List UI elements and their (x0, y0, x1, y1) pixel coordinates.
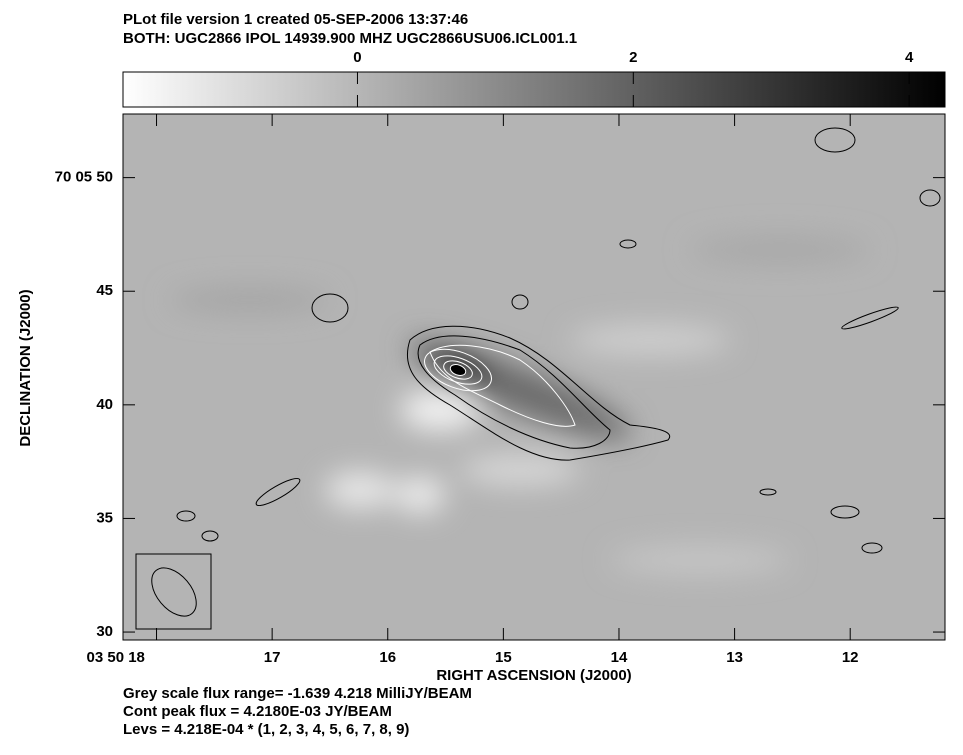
plot-frame (122, 113, 946, 641)
subtitle: BOTH: UGC2866 IPOL 14939.900 MHZ UGC2866… (123, 30, 577, 47)
note: Cont peak flux = 4.2180E-03 JY/BEAM (123, 703, 392, 720)
x-tick-label: 15 (495, 649, 512, 666)
y-tick-label: 35 (96, 509, 113, 526)
x-tick-label: 17 (264, 649, 281, 666)
x-tick-label: 14 (611, 649, 628, 666)
note: Levs = 4.218E-04 * (1, 2, 3, 4, 5, 6, 7,… (123, 721, 409, 738)
colorbar-tick-label: 2 (629, 49, 637, 66)
colorbar-tick-label: 4 (905, 49, 914, 66)
y-tick-label: 30 (96, 623, 113, 640)
image (123, 114, 945, 640)
note: Grey scale flux range= -1.639 4.218 Mill… (123, 685, 472, 702)
x-tick-label: 13 (726, 649, 743, 666)
colorbar-tick-label: 0 (353, 49, 361, 66)
x-label: RIGHT ASCENSION (J2000) (436, 667, 631, 684)
x-tick-label: 12 (842, 649, 859, 666)
x-tick-label: 16 (379, 649, 396, 666)
beam (151, 567, 197, 617)
y-label: DECLINATION (J2000) (17, 289, 34, 446)
title: PLot file version 1 created 05-SEP-2006 … (123, 11, 468, 28)
x-tick-label: 03 50 18 (87, 649, 145, 666)
y-tick-label: 40 (96, 396, 113, 413)
beam-box (135, 553, 212, 630)
y-tick-label: 45 (96, 282, 113, 299)
colorbar (122, 71, 946, 108)
y-tick-label: 70 05 50 (55, 169, 113, 186)
